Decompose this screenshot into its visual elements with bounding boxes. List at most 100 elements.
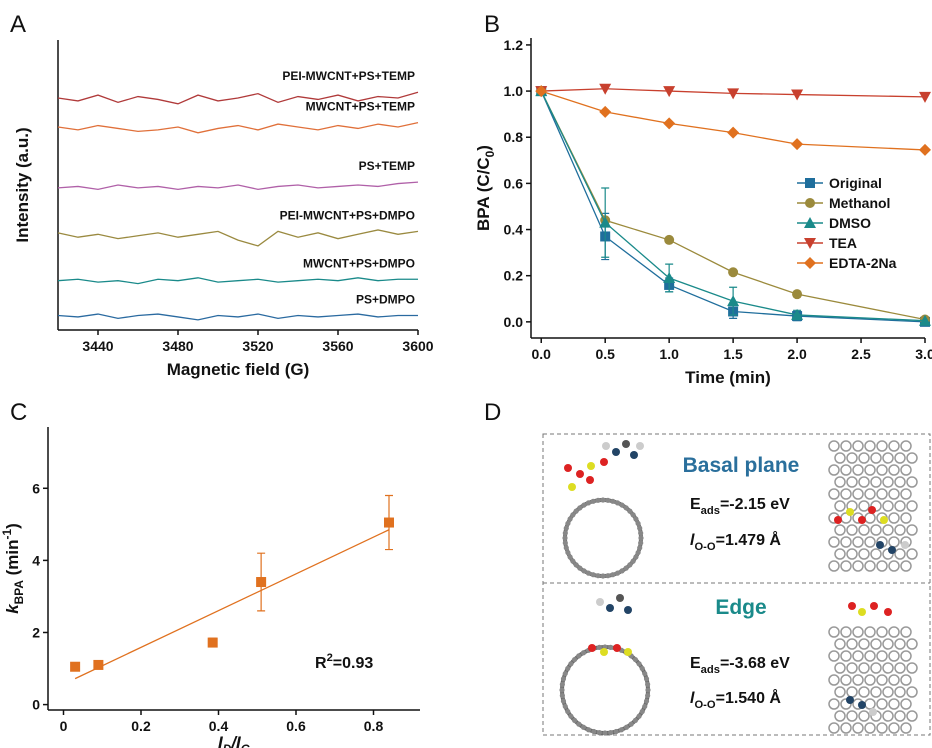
atom: [880, 516, 888, 524]
atom: [876, 674, 888, 686]
y-tick-label: 1.0: [504, 83, 524, 99]
atom: [596, 598, 604, 606]
atom: [894, 452, 906, 464]
x-tick-label: 0.8: [364, 718, 384, 734]
text-part: =0.93: [333, 655, 374, 672]
marker: [599, 216, 612, 228]
atom: [864, 674, 876, 686]
y-tick-label: 4: [32, 552, 40, 568]
atom: [576, 653, 582, 659]
marker: [384, 517, 394, 528]
atom: [840, 464, 852, 476]
atom: [828, 650, 840, 662]
series-line: [57, 181, 419, 191]
atom: [612, 448, 620, 456]
x-tick-label: 2.0: [787, 346, 807, 362]
text-part: D: [223, 742, 232, 748]
atom: [882, 452, 894, 464]
panel-label: C: [10, 399, 27, 426]
x-tick-label: 2.5: [851, 346, 871, 362]
atom: [906, 476, 918, 488]
atom: [906, 500, 918, 512]
atom: [864, 464, 876, 476]
series-line: [541, 88, 926, 98]
atom: [900, 674, 912, 686]
atom: [888, 698, 900, 710]
atom: [571, 717, 578, 724]
atom: [870, 548, 882, 560]
atom: [630, 451, 638, 459]
atom: [852, 560, 864, 572]
atom: [828, 440, 840, 452]
atom: [888, 626, 900, 638]
atom: [828, 560, 840, 572]
y-tick-label: 0.6: [504, 175, 524, 191]
atom: [870, 602, 878, 610]
legend-label: TEA: [829, 235, 857, 251]
text-part: ): [3, 523, 22, 529]
atom: [864, 440, 876, 452]
atom: [562, 535, 568, 541]
atom: [858, 548, 870, 560]
text-part: I: [218, 733, 224, 748]
y-tick-label: 0.4: [504, 222, 524, 238]
atom: [876, 464, 888, 476]
energy-label: Eads=-3.68 eV: [690, 655, 790, 676]
atom: [600, 573, 606, 579]
series-label: MWCNT+PS+DMPO: [303, 256, 415, 270]
atom: [846, 710, 858, 722]
atom: [581, 568, 587, 574]
atom: [591, 728, 597, 735]
atom: [846, 638, 858, 650]
atom: [587, 462, 595, 470]
atom: [568, 713, 574, 719]
y-tick-label: 0.0: [504, 314, 524, 330]
y-axis-label: Intensity (a.u.): [13, 127, 32, 242]
atom: [840, 536, 852, 548]
marker: [791, 89, 804, 101]
text-part: ads: [701, 505, 720, 517]
atom: [563, 545, 569, 551]
text-part: ): [474, 145, 493, 151]
marker: [256, 577, 267, 588]
atom: [864, 512, 876, 524]
atom: [882, 686, 894, 698]
atom: [581, 502, 587, 508]
y-tick-label: 0: [32, 697, 40, 713]
atom: [636, 661, 642, 667]
marker: [792, 289, 803, 300]
series-label: PEI-MWCNT+PS+DMPO: [280, 208, 415, 222]
atom: [834, 638, 846, 650]
text-part: BPA: [12, 580, 26, 605]
atom: [888, 536, 900, 548]
atom: [605, 497, 611, 503]
marker: [805, 198, 815, 208]
x-tick-label: 0: [60, 718, 68, 734]
atom: [864, 560, 876, 572]
text-part: E: [690, 496, 701, 513]
y-axis-label: kBPA (min-1): [0, 523, 26, 614]
atom: [645, 693, 651, 699]
atom: [563, 525, 569, 531]
atom: [828, 626, 840, 638]
atom: [906, 686, 918, 698]
atom: [852, 674, 864, 686]
atom: [834, 686, 846, 698]
atom: [834, 524, 846, 536]
atom: [632, 656, 639, 663]
marker: [664, 234, 675, 245]
atom: [882, 710, 894, 722]
atom: [900, 512, 912, 524]
marker: [919, 91, 931, 103]
atom: [888, 546, 896, 554]
atom: [580, 650, 587, 656]
atom: [852, 626, 864, 638]
atom: [576, 470, 584, 478]
atom: [888, 674, 900, 686]
bond-label: lO-O=1.540 Å: [690, 688, 781, 711]
atom: [864, 626, 876, 638]
atom: [590, 572, 596, 578]
atom: [619, 502, 625, 508]
atom: [840, 626, 852, 638]
atom: [858, 452, 870, 464]
